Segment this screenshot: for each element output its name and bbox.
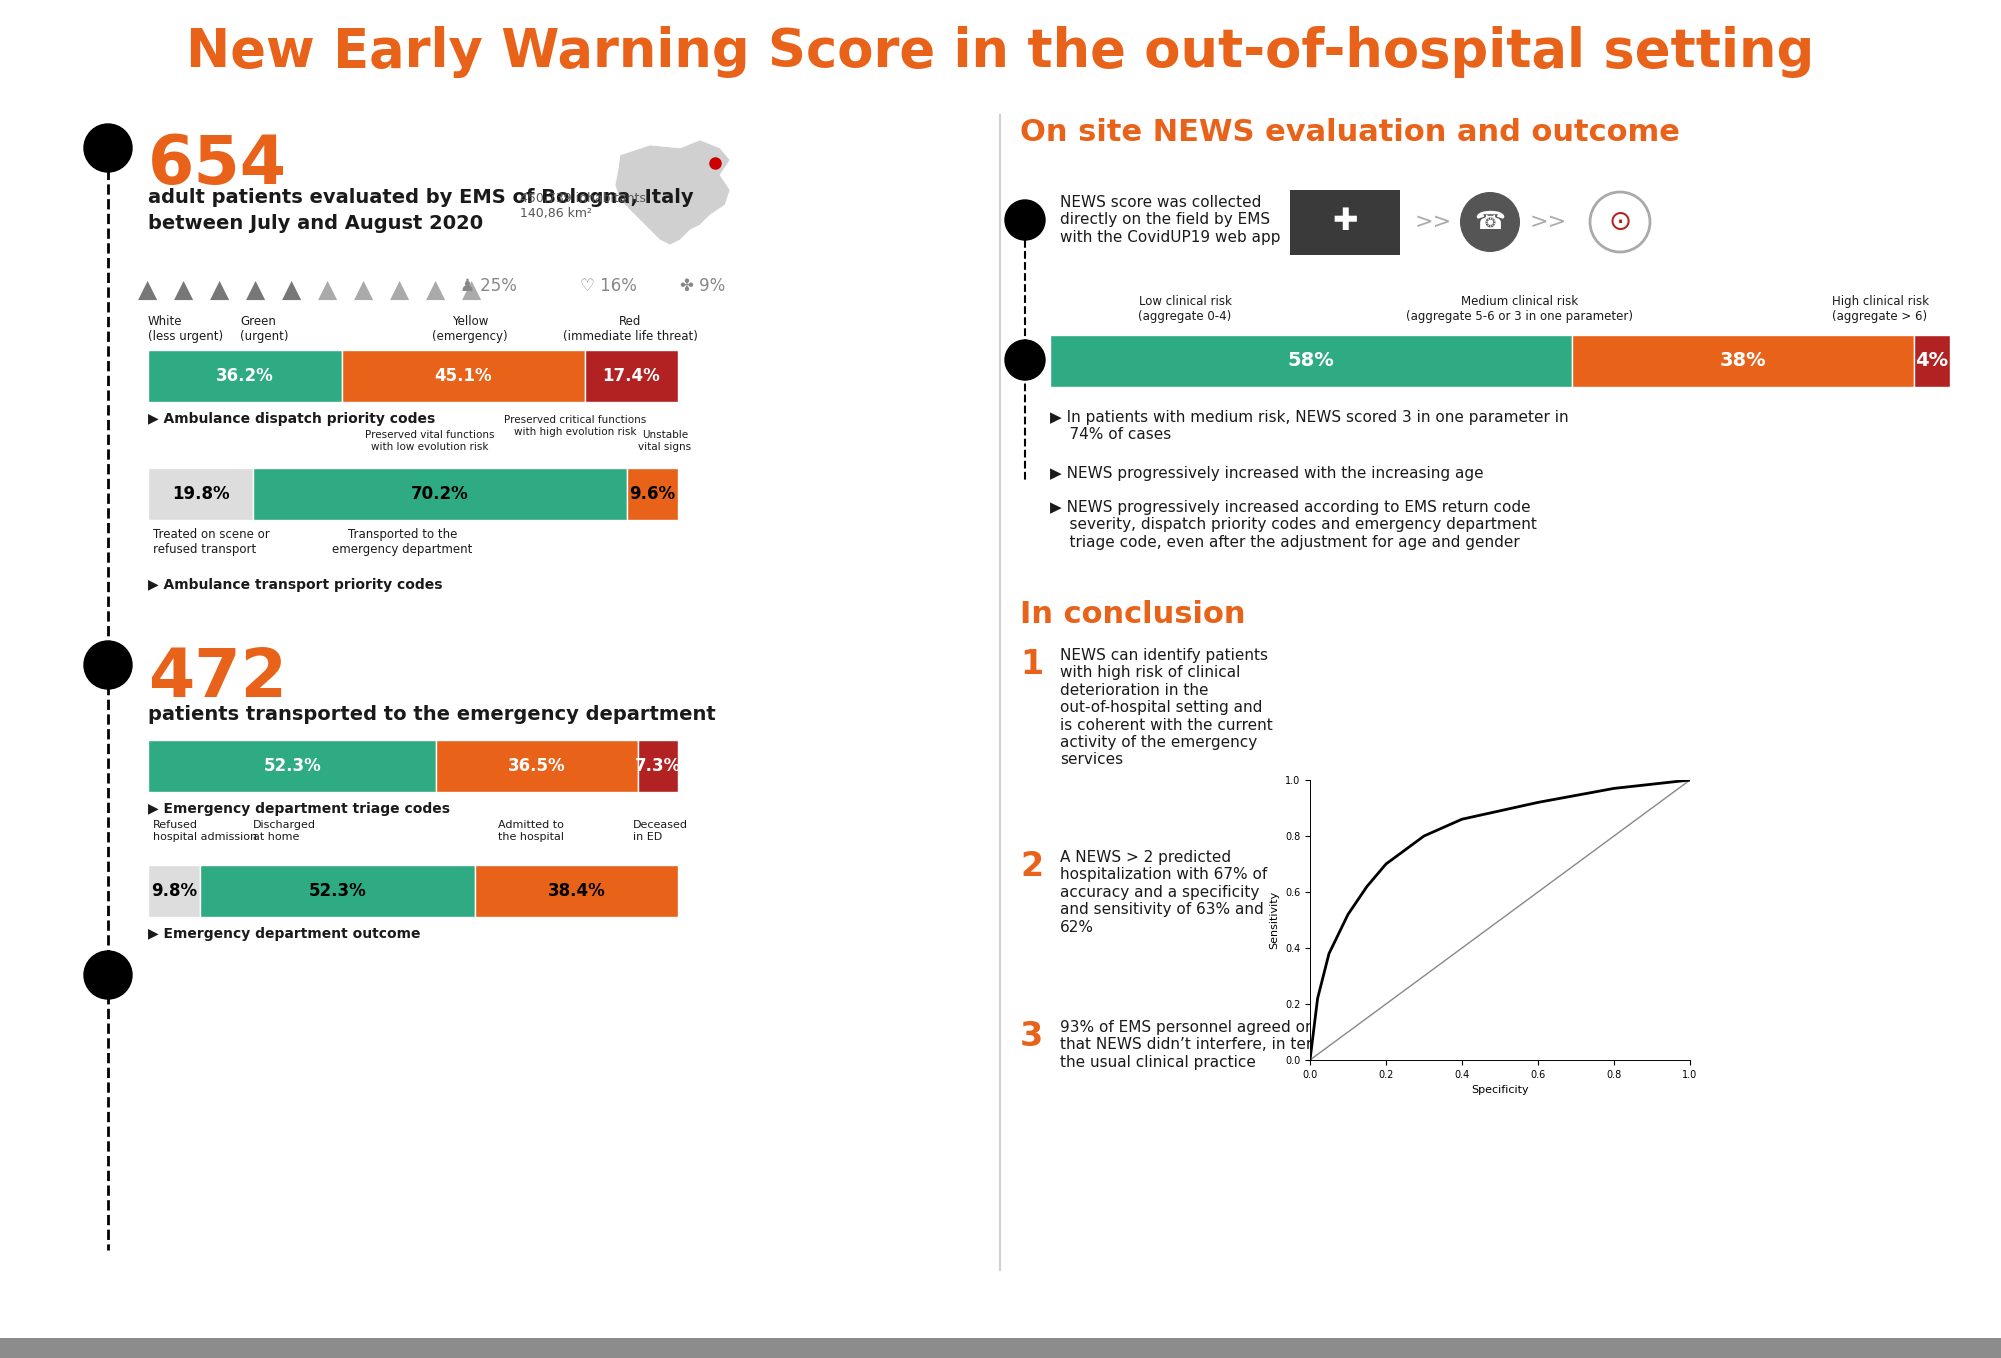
Text: ▲: ▲ <box>138 278 158 301</box>
Text: 7.3%: 7.3% <box>634 756 680 775</box>
Text: ▲: ▲ <box>462 278 482 301</box>
Text: ▶ NEWS progressively increased with the increasing age: ▶ NEWS progressively increased with the … <box>1051 466 1483 481</box>
Text: 45.1%: 45.1% <box>434 367 492 386</box>
Bar <box>638 740 678 792</box>
Text: Transported to the
emergency department: Transported to the emergency department <box>332 528 472 555</box>
Text: ♟ 25%: ♟ 25% <box>460 277 516 295</box>
Circle shape <box>1005 340 1045 380</box>
Text: ✚: ✚ <box>1333 208 1359 236</box>
Text: ▲: ▲ <box>354 278 374 301</box>
Bar <box>148 740 436 792</box>
Bar <box>0 1338 2001 1358</box>
Text: 36.5%: 36.5% <box>508 756 566 775</box>
Text: ▶ NEWS progressively increased according to EMS return code
    severity, dispat: ▶ NEWS progressively increased according… <box>1051 500 1537 550</box>
Text: NEWS score was collected
directly on the field by EMS
with the CovidUP19 web app: NEWS score was collected directly on the… <box>1061 196 1281 244</box>
Circle shape <box>1591 191 1651 253</box>
Circle shape <box>1461 191 1521 253</box>
Bar <box>254 469 626 520</box>
Bar <box>1573 335 1915 387</box>
Text: 52.3%: 52.3% <box>308 881 366 900</box>
Text: Admitted to
the hospital: Admitted to the hospital <box>498 820 564 842</box>
Text: Medium clinical risk
(aggregate 5-6 or 3 in one parameter): Medium clinical risk (aggregate 5-6 or 3… <box>1407 295 1633 323</box>
Text: In conclusion: In conclusion <box>1021 600 1245 629</box>
Text: ▶ Emergency department triage codes: ▶ Emergency department triage codes <box>148 803 450 816</box>
Text: ▶ In patients with medium risk, NEWS scored 3 in one parameter in
    74% of cas: ▶ In patients with medium risk, NEWS sco… <box>1051 410 1569 443</box>
Text: 472: 472 <box>148 645 286 712</box>
Text: ♡ 16%: ♡ 16% <box>580 277 636 295</box>
Text: New Early Warning Score in the out-of-hospital setting: New Early Warning Score in the out-of-ho… <box>186 26 1815 77</box>
Bar <box>626 469 678 520</box>
Text: 654: 654 <box>148 132 286 198</box>
Text: 70.2%: 70.2% <box>412 485 468 502</box>
Text: 38%: 38% <box>1719 352 1767 371</box>
Text: Green
(urgent): Green (urgent) <box>240 315 288 344</box>
Text: patients transported to the emergency department: patients transported to the emergency de… <box>148 705 716 724</box>
Text: Yellow
(emergency): Yellow (emergency) <box>432 315 508 344</box>
Text: 2: 2 <box>1021 850 1043 883</box>
Text: 93% of EMS personnel agreed or strongly agreed
that NEWS didn’t interfere, in te: 93% of EMS personnel agreed or strongly … <box>1061 1020 1437 1070</box>
Text: ▲: ▲ <box>390 278 410 301</box>
Text: 9.6%: 9.6% <box>630 485 676 502</box>
X-axis label: Specificity: Specificity <box>1471 1085 1529 1096</box>
Text: between July and August 2020: between July and August 2020 <box>148 215 482 234</box>
Bar <box>1051 335 1573 387</box>
Bar <box>436 740 638 792</box>
Text: Preserved vital functions
with low evolution risk: Preserved vital functions with low evolu… <box>366 430 494 452</box>
Bar <box>148 469 254 520</box>
Text: >>: >> <box>1415 212 1453 232</box>
Text: 9.8%: 9.8% <box>150 881 196 900</box>
Text: 1: 1 <box>1021 648 1043 680</box>
Text: 3: 3 <box>1021 1020 1043 1052</box>
Text: ⊙: ⊙ <box>1609 208 1631 236</box>
Text: 17.4%: 17.4% <box>602 367 660 386</box>
Text: On site NEWS evaluation and outcome: On site NEWS evaluation and outcome <box>1021 118 1681 147</box>
Text: 38.4%: 38.4% <box>548 881 606 900</box>
Text: >>: >> <box>1531 212 1567 232</box>
Circle shape <box>1005 200 1045 240</box>
Text: ✤ 9%: ✤ 9% <box>680 277 724 295</box>
Text: NEWS can identify patients
with high risk of clinical
deterioration in the
out-o: NEWS can identify patients with high ris… <box>1061 648 1273 767</box>
Text: ▲: ▲ <box>246 278 266 301</box>
Text: A NEWS > 2 predicted
hospitalization with 67% of
accuracy and a specificity
and : A NEWS > 2 predicted hospitalization wit… <box>1061 850 1267 934</box>
Text: Refused
hospital admission: Refused hospital admission <box>152 820 256 842</box>
Bar <box>342 350 584 402</box>
Bar <box>148 865 200 917</box>
Bar <box>584 350 678 402</box>
Text: ▲: ▲ <box>282 278 302 301</box>
Text: Deceased
in ED: Deceased in ED <box>632 820 688 842</box>
Text: Low clinical risk
(aggregate 0-4): Low clinical risk (aggregate 0-4) <box>1139 295 1233 323</box>
Circle shape <box>84 951 132 999</box>
Bar <box>476 865 678 917</box>
Text: ▶ Emergency department outcome: ▶ Emergency department outcome <box>148 928 420 941</box>
Text: adult patients evaluated by EMS of Bologna, Italy: adult patients evaluated by EMS of Bolog… <box>148 187 694 206</box>
Bar <box>1915 335 1951 387</box>
Bar <box>200 865 476 917</box>
Polygon shape <box>614 140 730 244</box>
Text: ▶ Ambulance dispatch priority codes: ▶ Ambulance dispatch priority codes <box>148 411 436 426</box>
Y-axis label: Sensitivity: Sensitivity <box>1269 891 1279 949</box>
Text: White
(less urgent): White (less urgent) <box>148 315 224 344</box>
Text: Unstable
vital signs: Unstable vital signs <box>638 430 692 452</box>
Text: 52.3%: 52.3% <box>264 756 320 775</box>
Text: ▲: ▲ <box>426 278 446 301</box>
Bar <box>148 350 342 402</box>
Text: Treated on scene or
refused transport: Treated on scene or refused transport <box>152 528 270 555</box>
Text: 19.8%: 19.8% <box>172 485 230 502</box>
Circle shape <box>84 641 132 689</box>
Text: Discharged
at home: Discharged at home <box>252 820 316 842</box>
Text: 36.2%: 36.2% <box>216 367 274 386</box>
Text: High clinical risk
(aggregate > 6): High clinical risk (aggregate > 6) <box>1831 295 1929 323</box>
Text: ▶ Ambulance transport priority codes: ▶ Ambulance transport priority codes <box>148 579 442 592</box>
Text: ☎: ☎ <box>1475 210 1505 234</box>
Text: ▲: ▲ <box>174 278 194 301</box>
Text: 450,739 inhabitants
140,86 km²: 450,739 inhabitants 140,86 km² <box>520 191 646 220</box>
Circle shape <box>84 124 132 172</box>
Text: 4%: 4% <box>1915 352 1949 371</box>
Text: 58%: 58% <box>1287 352 1335 371</box>
Text: Red
(immediate life threat): Red (immediate life threat) <box>562 315 698 344</box>
Text: Preserved critical functions
with high evolution risk: Preserved critical functions with high e… <box>504 416 646 437</box>
Text: ▲: ▲ <box>210 278 230 301</box>
Bar <box>1291 190 1401 255</box>
Text: ▲: ▲ <box>318 278 338 301</box>
